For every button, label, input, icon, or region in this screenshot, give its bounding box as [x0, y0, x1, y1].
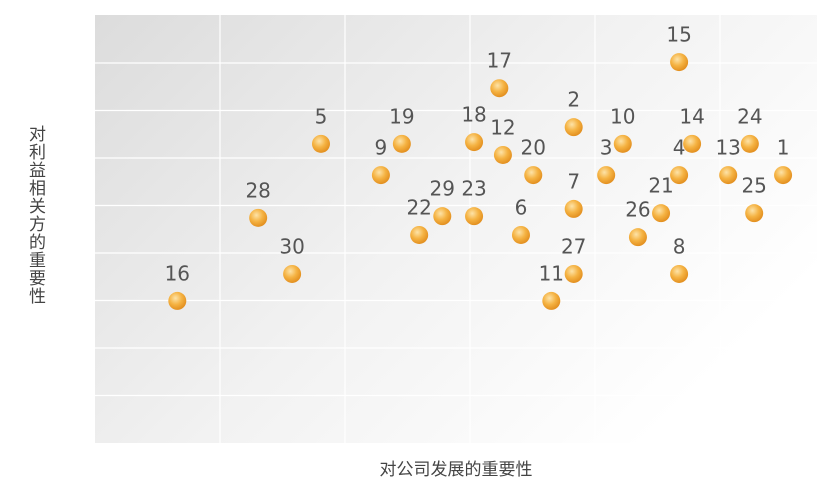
- point-label: 17: [487, 49, 512, 73]
- point-label: 9: [375, 136, 388, 160]
- point: [542, 291, 561, 310]
- point-label: 7: [567, 169, 580, 193]
- point-label: 2: [567, 88, 580, 112]
- point-label: 20: [521, 136, 546, 160]
- point: [564, 199, 583, 218]
- point: [670, 53, 689, 72]
- point: [371, 166, 390, 185]
- point-label: 12: [490, 115, 515, 139]
- point: [670, 166, 689, 185]
- point-label: 16: [165, 261, 190, 285]
- point: [493, 145, 512, 164]
- point: [564, 264, 583, 283]
- point-label: 24: [737, 104, 762, 128]
- point: [774, 166, 793, 185]
- point-label: 30: [279, 234, 304, 258]
- point: [740, 134, 759, 153]
- point-label: 27: [561, 234, 586, 258]
- point-label: 19: [389, 104, 414, 128]
- point-label: 1: [777, 136, 790, 160]
- point-label: 15: [666, 23, 691, 47]
- point-label: 10: [610, 104, 635, 128]
- point-label: 23: [461, 177, 486, 201]
- point-label: 26: [625, 198, 650, 222]
- point: [433, 207, 452, 226]
- point: [465, 207, 484, 226]
- point-label: 14: [679, 104, 704, 128]
- point: [652, 204, 671, 223]
- point-label: 21: [648, 174, 673, 198]
- point: [613, 134, 632, 153]
- point: [670, 264, 689, 283]
- point-label: 11: [539, 261, 564, 285]
- point: [719, 166, 738, 185]
- point: [311, 134, 330, 153]
- point-label: 8: [673, 234, 686, 258]
- y-axis-label: 对利益相关方的重要性: [25, 125, 46, 305]
- point: [683, 134, 702, 153]
- point-label: 5: [315, 104, 328, 128]
- point: [249, 208, 268, 227]
- point: [490, 79, 509, 98]
- point-label: 3: [600, 136, 613, 160]
- grid: [95, 15, 817, 443]
- point: [511, 225, 530, 244]
- point: [745, 204, 764, 223]
- point: [465, 133, 484, 152]
- point: [564, 118, 583, 137]
- point: [597, 166, 616, 185]
- point-label: 13: [715, 136, 740, 160]
- point-label: 6: [515, 195, 528, 219]
- x-axis-label: 对公司发展的重要性: [380, 460, 533, 480]
- point-label: 28: [245, 178, 270, 202]
- point: [524, 166, 543, 185]
- point: [168, 291, 187, 310]
- point-label: 18: [461, 103, 486, 127]
- point-label: 25: [741, 174, 766, 198]
- point-label: 22: [406, 195, 431, 219]
- point: [392, 134, 411, 153]
- point-label: 4: [673, 136, 686, 160]
- plot-area: [95, 15, 817, 443]
- point-label: 29: [430, 177, 455, 201]
- point: [283, 264, 302, 283]
- point: [410, 225, 429, 244]
- point: [628, 228, 647, 247]
